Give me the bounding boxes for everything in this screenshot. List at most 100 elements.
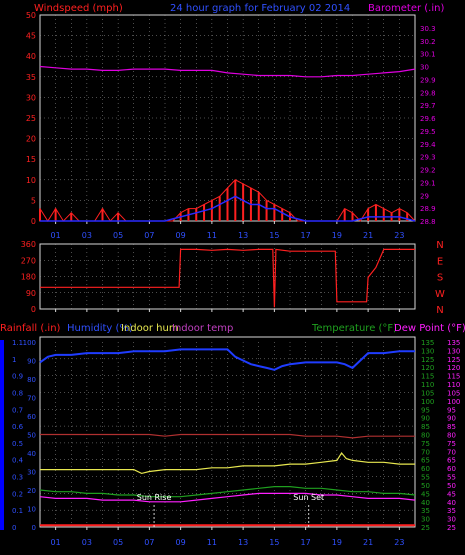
baro-y-tick-label: 29.9 — [420, 76, 436, 84]
windspeed-axis-label: Windspeed (mph) — [34, 3, 123, 14]
baro-y-tick-label: 28.9 — [420, 205, 436, 213]
baro-y-tick-label: 29.2 — [420, 167, 436, 175]
temperature-f-line — [39, 486, 416, 498]
humidity-y-tick-label: 70 — [27, 395, 36, 403]
baro-y-tick-label: 29.8 — [420, 89, 436, 97]
wind-gust-line — [39, 179, 416, 222]
rain-y-tick-label: 1.1 — [12, 339, 23, 347]
rain-y-tick-label: 0.9 — [12, 373, 23, 381]
x-tick-label: 15 — [269, 231, 279, 240]
dew-y-tick-label: 115 — [447, 373, 460, 381]
sun-marker-label: Sun Set — [293, 493, 324, 502]
x-tick-label: 13 — [238, 231, 248, 240]
rain-y-tick-label: 0.7 — [12, 406, 23, 414]
temp-y-tick-label: 35 — [421, 507, 430, 515]
indoor-temp-line — [40, 433, 415, 439]
x-tick-label: 03 — [82, 538, 92, 547]
temp-y-tick-label: 40 — [421, 499, 430, 507]
temp-y-tick-label: 60 — [421, 465, 430, 473]
x-tick-label: 09 — [176, 231, 186, 240]
dew-y-tick-label: 80 — [447, 432, 456, 440]
baro-y-tick-label: 30.2 — [420, 38, 436, 46]
temp-y-tick-label: 45 — [421, 490, 430, 498]
temp-y-tick-label: 80 — [421, 432, 430, 440]
dew-y-tick-label: 100 — [447, 398, 460, 406]
wind-y-tick-label: 15 — [26, 155, 36, 164]
baro-y-tick-label: 30.1 — [420, 51, 436, 59]
dir-y-tick-label: 90 — [26, 289, 36, 298]
temp-y-tick-label: 125 — [421, 356, 434, 364]
humidity-y-tick-label: 0 — [32, 524, 36, 532]
rain-y-tick-label: 0.8 — [12, 389, 23, 397]
x-tick-label: 09 — [176, 538, 186, 547]
humidity-y-tick-label: 40 — [27, 450, 36, 458]
wind-y-tick-label: 25 — [26, 114, 36, 123]
direction-letter: N — [436, 305, 443, 316]
dew-y-tick-label: 40 — [447, 499, 456, 507]
dir-y-tick-label: 180 — [21, 273, 36, 282]
baro-y-tick-label: 29.1 — [420, 179, 436, 187]
rain-y-tick-label: 0.6 — [12, 423, 24, 431]
baro-y-tick-label: 29.7 — [420, 102, 436, 110]
x-tick-label: 11 — [207, 231, 217, 240]
x-tick-label: 05 — [113, 231, 123, 240]
x-tick-label: 13 — [238, 538, 248, 547]
temp-y-tick-label: 70 — [421, 448, 430, 456]
baro-y-tick-label: 30.3 — [420, 25, 436, 33]
temp-y-tick-label: 130 — [421, 347, 434, 355]
rain-y-tick-label: 0.1 — [12, 507, 23, 515]
baro-y-tick-label: 29 — [420, 192, 429, 200]
wind-y-tick-label: 45 — [26, 32, 36, 41]
direction-letter: N — [436, 240, 443, 251]
baro-y-tick-label: 29.3 — [420, 154, 436, 162]
dir-y-tick-label: 0 — [31, 305, 36, 314]
x-tick-label: 01 — [51, 231, 61, 240]
chart-marks: 0510152025303540455028.828.92929.129.229… — [12, 11, 460, 547]
x-tick-label: 07 — [144, 538, 154, 547]
humidity-y-tick-label: 90 — [27, 358, 36, 366]
wind-direction-line — [40, 248, 415, 308]
legend-indoor-temp: Indoor temp — [172, 323, 233, 334]
x-tick-label: 03 — [82, 231, 92, 240]
barometer-axis-label: Barometer (.in) — [368, 3, 444, 14]
temp-y-tick-label: 100 — [421, 398, 434, 406]
x-tick-label: 11 — [207, 538, 217, 547]
x-tick-label: 23 — [394, 538, 404, 547]
indoor-hum-line — [40, 451, 415, 475]
rain-y-tick-label: 0 — [12, 524, 16, 532]
direction-letter: E — [437, 256, 443, 267]
x-tick-label: 07 — [144, 231, 154, 240]
humidity-y-tick-label: 80 — [27, 376, 36, 384]
temp-y-tick-label: 65 — [421, 457, 430, 465]
dew-y-tick-label: 70 — [447, 448, 456, 456]
temp-y-tick-label: 85 — [421, 423, 430, 431]
humidity-y-tick-label: 20 — [27, 487, 36, 495]
wind-y-tick-label: 30 — [26, 93, 36, 102]
humidity-y-tick-label: 100 — [23, 339, 36, 347]
dew-point-f-line — [39, 492, 416, 503]
temp-y-tick-label: 25 — [421, 524, 430, 532]
temp-y-tick-label: 75 — [421, 440, 430, 448]
baro-y-tick-label: 29.4 — [420, 141, 436, 149]
temp-y-tick-label: 105 — [421, 389, 434, 397]
temp-y-tick-label: 115 — [421, 373, 434, 381]
legend-humidity: Humidity (%) — [67, 323, 133, 334]
dew-y-tick-label: 90 — [447, 415, 456, 423]
rain-y-tick-label: 0.5 — [12, 440, 23, 448]
barometer-line — [39, 65, 416, 78]
x-tick-label: 21 — [363, 231, 373, 240]
direction-letter: S — [437, 273, 443, 284]
legend-temperature: Temperature (°F) — [311, 323, 397, 334]
dir-y-tick-label: 360 — [21, 240, 36, 249]
dew-y-tick-label: 65 — [447, 457, 456, 465]
wind-average-line — [40, 195, 416, 222]
dew-y-tick-label: 30 — [447, 516, 456, 524]
temp-y-tick-label: 135 — [421, 339, 434, 347]
x-tick-label: 05 — [113, 538, 123, 547]
dew-y-tick-label: 110 — [447, 381, 460, 389]
rain-y-tick-label: 0.2 — [12, 490, 23, 498]
humidity-y-tick-label: 10 — [27, 506, 36, 514]
dew-y-tick-label: 75 — [447, 440, 456, 448]
x-tick-label: 19 — [332, 231, 342, 240]
wind-y-tick-label: 5 — [31, 196, 36, 205]
